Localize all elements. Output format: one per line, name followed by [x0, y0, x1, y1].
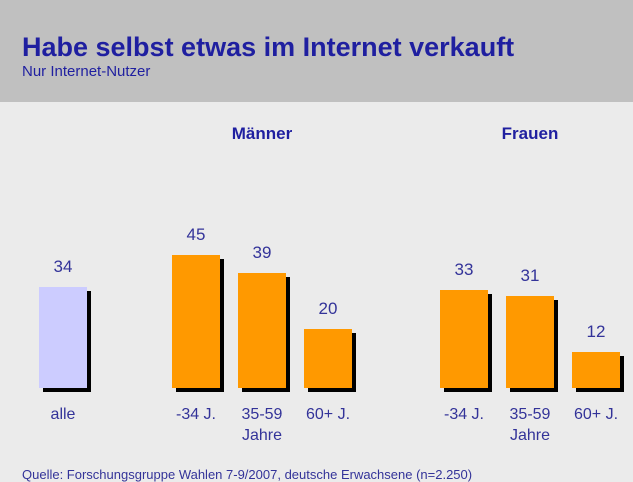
bar [238, 272, 286, 388]
bar [39, 287, 87, 388]
group-label: Männer [231, 124, 293, 143]
group-label: Frauen [501, 124, 559, 143]
chart-title: Habe selbst etwas im Internet verkauft [22, 32, 515, 62]
chart-subtitle: Nur Internet-Nutzer [22, 63, 151, 80]
value-label: 12 [586, 322, 606, 342]
x-tick-label: 60+ J. [305, 406, 351, 423]
x-tick-label: 35-59 Jahre [241, 406, 283, 444]
x-tick-label: 35-59 Jahre [509, 406, 551, 444]
x-tick-label: -34 J. [443, 406, 484, 423]
x-tick-label: 60+ J. [573, 406, 619, 423]
x-tick-label: -34 J. [175, 406, 216, 423]
bar [304, 328, 352, 388]
value-label: 34 [53, 257, 73, 277]
source-note: Quelle: Forschungsgruppe Wahlen 7-9/2007… [22, 467, 473, 482]
value-label: 45 [186, 224, 206, 244]
bar [440, 290, 488, 388]
header-band [0, 0, 633, 102]
bar [506, 296, 554, 388]
value-label: 33 [454, 260, 474, 280]
value-label: 31 [520, 266, 540, 286]
value-label: 20 [318, 298, 338, 318]
x-tick-label: alle [50, 406, 76, 423]
bar [172, 254, 220, 388]
value-label: 39 [252, 242, 272, 262]
bar [572, 352, 620, 388]
